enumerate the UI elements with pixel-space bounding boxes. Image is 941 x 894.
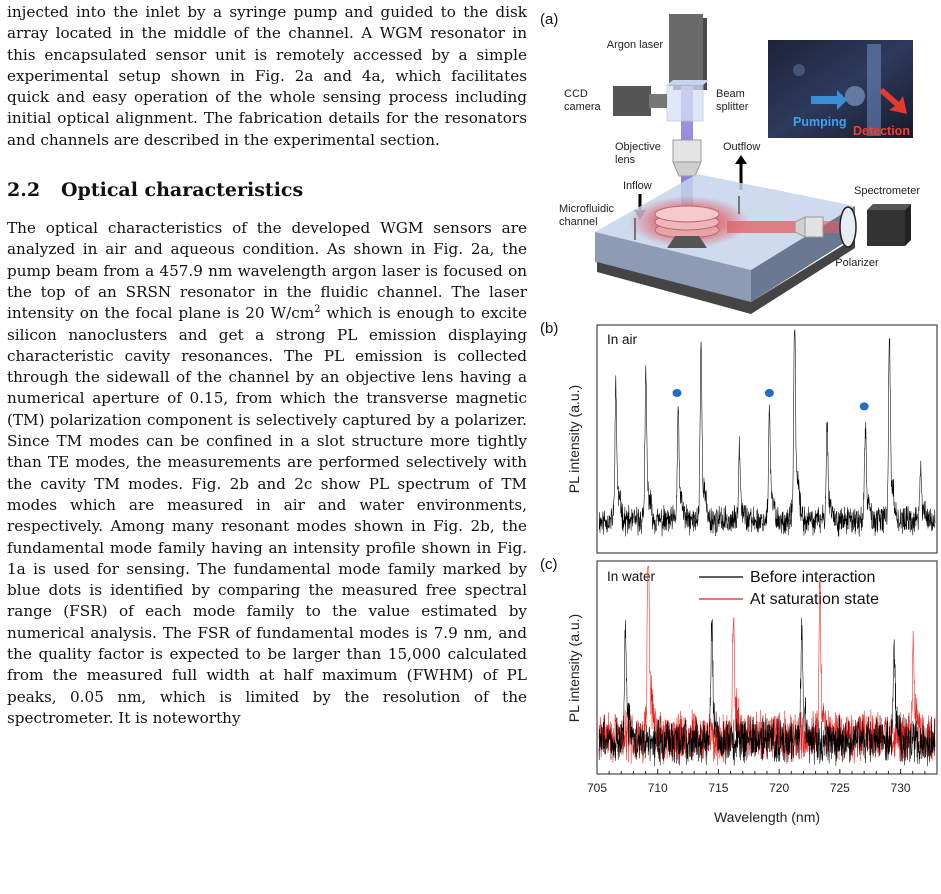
photo-detection-label: Detection — [853, 124, 910, 138]
legend-before-label: Before interaction — [750, 569, 875, 586]
panel-b-frame — [596, 324, 938, 554]
panel-c-xlabel: Wavelength (nm) — [714, 809, 820, 825]
disk-pedestal — [667, 236, 707, 248]
beam-splitter-label-2: splitter — [716, 101, 749, 113]
x-tick-label: 730 — [891, 781, 911, 795]
setup-photo — [768, 40, 913, 138]
fundamental-mode-dot — [859, 402, 869, 411]
section-title: Optical characteristics — [61, 179, 304, 202]
section-number: 2.2 — [7, 179, 41, 202]
disk-top — [654, 205, 720, 223]
collection-lens-body — [804, 216, 824, 238]
photo-optic — [793, 64, 805, 76]
ccd-camera-lens — [649, 94, 667, 108]
spectrum-line-in-air — [598, 329, 936, 538]
panel-c-label: (c) — [540, 556, 558, 573]
argon-laser-front — [669, 14, 703, 86]
polarizer-label: Polarizer — [835, 257, 879, 269]
spectrometer-body — [867, 210, 905, 246]
objective-label-2: lens — [615, 154, 636, 166]
figure-svg: (a) Argon laser Beam splitter CCD camera — [540, 11, 938, 825]
outflow-arrow-icon — [735, 155, 747, 164]
polarizer — [839, 206, 857, 248]
x-tick-label: 720 — [769, 781, 789, 795]
ccd-label-2: camera — [564, 101, 602, 113]
panel-b-inset-label: In air — [607, 332, 638, 347]
x-tick-label: 715 — [708, 781, 728, 795]
chip-base — [597, 238, 855, 314]
outflow-label: Outflow — [723, 141, 760, 153]
panel-a-label: (a) — [540, 11, 558, 28]
pl-beam — [727, 221, 797, 233]
photo-channel — [867, 44, 881, 136]
argon-laser-label: Argon laser — [607, 39, 664, 51]
panel-c-chart: (c) In water Before interaction At satur… — [540, 556, 938, 825]
chip-front — [595, 232, 751, 302]
spectrometer-side — [905, 204, 911, 246]
intro-paragraph: injected into the inlet by a syringe pum… — [7, 3, 527, 149]
text-column: injected into the inlet by a syringe pum… — [7, 2, 527, 729]
panel-c-x-axis: 705 710 715 720 725 730 — [587, 769, 938, 795]
pl-beam-2 — [823, 221, 841, 233]
microfluidic-label-2: channel — [559, 216, 598, 228]
beam-splitter-top — [667, 80, 709, 85]
body-text-1: The optical characteristics of the devel… — [7, 219, 527, 323]
ccd-camera-body — [613, 86, 651, 116]
photo-lens — [845, 86, 865, 106]
x-tick-label: 705 — [587, 781, 607, 795]
objective-lens-tip — [672, 161, 702, 177]
objective-label-1: Objective — [615, 141, 661, 153]
fundamental-mode-dot — [672, 389, 682, 397]
panel-a-schematic: (a) Argon laser Beam splitter CCD camera — [540, 11, 920, 314]
fundamental-mode-dot — [764, 389, 774, 397]
beam-splitter-label-1: Beam — [716, 88, 745, 100]
body-superscript: 2 — [314, 304, 321, 316]
panel-c-inset-label: In water — [607, 569, 656, 584]
section-heading: 2.2 Optical characteristics — [7, 178, 527, 202]
photo-pumping-label: Pumping — [793, 115, 846, 129]
spectrometer-label: Spectrometer — [854, 185, 920, 197]
panel-c-ylabel: PL intensity (a.u.) — [566, 614, 582, 722]
ccd-label-1: CCD — [564, 88, 588, 100]
beam-splitter — [666, 84, 704, 122]
spectrum-line-before — [598, 617, 936, 767]
inflow-label: Inflow — [623, 180, 652, 192]
x-tick-label: 710 — [648, 781, 668, 795]
panel-b-chart: (b) In air PL intensity (a.u.) — [540, 320, 938, 554]
microfluidic-label-1: Microfluidic — [559, 203, 615, 215]
panel-b-label: (b) — [540, 320, 558, 337]
spectrometer-top — [867, 204, 911, 210]
panel-b-ylabel: PL intensity (a.u.) — [566, 385, 582, 493]
legend-saturation-label: At saturation state — [750, 591, 879, 608]
pumping-arrow-icon — [811, 90, 847, 110]
panel-c-plot-area — [598, 565, 936, 767]
objective-lens-body — [672, 139, 702, 163]
body-text-2: which is enough to excite silicon nanocl… — [7, 304, 527, 727]
body-paragraph: The optical characteristics of the devel… — [7, 218, 527, 729]
detection-arrow-icon — [879, 88, 907, 114]
x-tick-label: 725 — [830, 781, 850, 795]
figure-2: (a) Argon laser Beam splitter CCD camera — [537, 0, 941, 894]
panel-b-plot-area — [598, 329, 936, 538]
collection-lens-tip — [794, 216, 806, 238]
